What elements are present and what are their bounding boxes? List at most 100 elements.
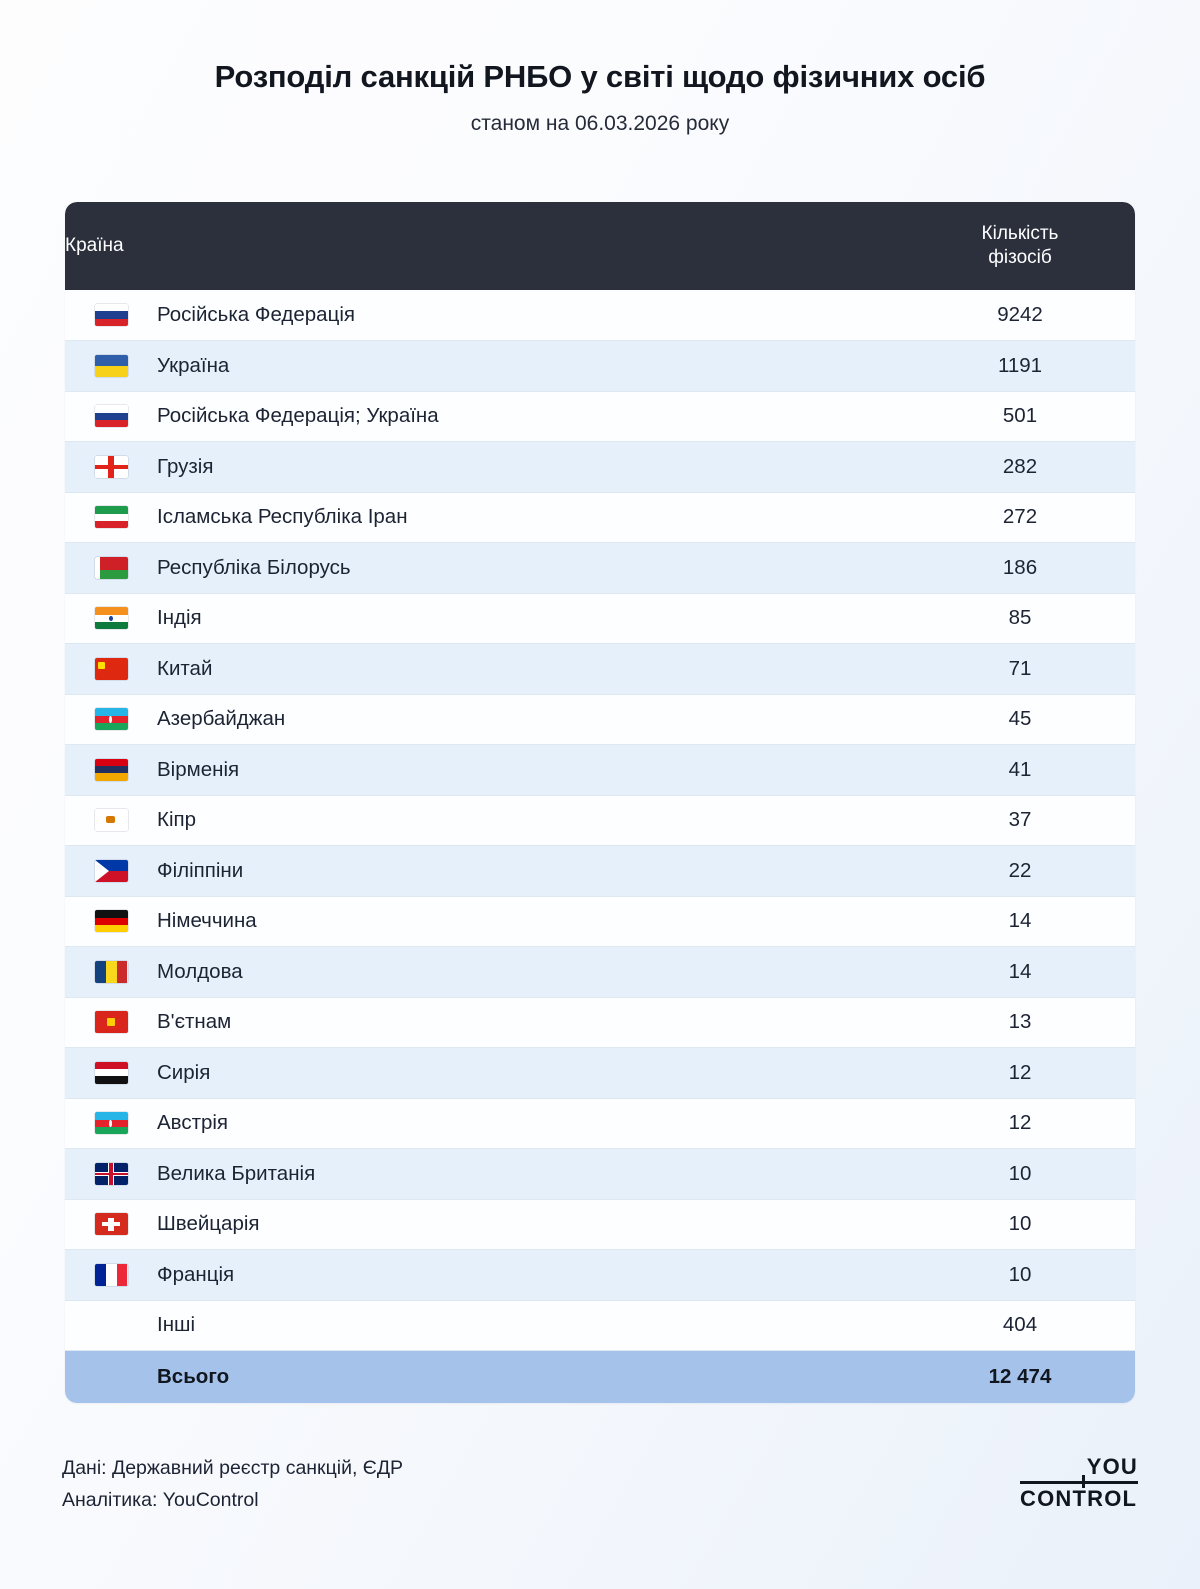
- logo-text-control: CONTROL: [1020, 1486, 1138, 1511]
- country-flag-cell: [65, 845, 157, 897]
- country-name-cell: Німеччина: [157, 896, 906, 947]
- count-value-cell: 10: [905, 1199, 1136, 1250]
- table-body: Російська Федерація 9242 Україна 1191 Російс…: [65, 290, 1136, 1403]
- count-value-cell: 404: [905, 1300, 1136, 1351]
- count-value-cell: 186: [905, 542, 1136, 594]
- table-header-row: Країна Кількість фізосіб: [65, 202, 1136, 290]
- country-name-cell: Азербайджан: [157, 694, 906, 745]
- country-flag-cell: [65, 946, 157, 998]
- country-name-cell: Велика Британія: [157, 1148, 906, 1200]
- logo-text-you: YOU: [1086, 1454, 1138, 1479]
- footer-source-lines: Дані: Державний реєстр санкцій, ЄДР Анал…: [62, 1452, 403, 1516]
- flag-moldova-icon: [94, 960, 128, 983]
- table-header: Країна Кількість фізосіб: [65, 202, 1136, 290]
- total-value: 12 474: [988, 1364, 1052, 1388]
- country-name-cell: Франція: [157, 1249, 906, 1301]
- column-header-count: Кількість фізосіб: [905, 202, 1136, 290]
- flag-switzerland-icon: [94, 1213, 128, 1236]
- youcontrol-logo: YOU CONTROL: [1020, 1456, 1138, 1510]
- country-flag-cell: [65, 1098, 157, 1149]
- count-value-cell: 45: [905, 694, 1136, 745]
- country-name-cell: Російська Федерація: [157, 290, 906, 341]
- column-header-count-line1: Кількість: [981, 222, 1059, 244]
- country-flag-cell: [65, 441, 157, 493]
- count-value-cell: 71: [905, 643, 1136, 695]
- table-row: Індія 85: [65, 593, 1136, 644]
- flag-syria-icon: [94, 1061, 128, 1084]
- country-flag-cell: [65, 643, 157, 695]
- count-value-cell: 10: [905, 1249, 1136, 1301]
- count-value-cell: 12: [905, 1047, 1136, 1099]
- country-flag-cell: [65, 492, 157, 543]
- flag-russia-icon: [94, 405, 128, 428]
- total-flag-cell: [65, 1351, 157, 1403]
- country-name-cell: Молдова: [157, 946, 906, 998]
- country-name-cell: Філіппіни: [157, 845, 906, 897]
- country-flag-cell: [65, 1249, 157, 1301]
- table-row: Російська Федерація; Україна 501: [65, 391, 1136, 442]
- country-name-cell: Республіка Білорусь: [157, 542, 906, 594]
- table-row: Швейцарія 10: [65, 1199, 1136, 1250]
- flag-georgia-icon: [94, 455, 128, 478]
- footer-analytics: Аналітика: YouControl: [62, 1489, 259, 1512]
- country-name-cell: Австрія: [157, 1098, 906, 1149]
- column-header-country: Країна: [65, 202, 906, 290]
- table-row: Азербайджан 45: [65, 694, 1136, 745]
- flag-russia-icon: [94, 304, 128, 326]
- flag-india-icon: [94, 607, 128, 630]
- logo-divider: [1020, 1481, 1138, 1484]
- table-row: Республіка Білорусь 186: [65, 542, 1136, 594]
- table-row: Сирія 12: [65, 1047, 1136, 1099]
- logo-t-stem: [1082, 1475, 1085, 1488]
- table-row: Велика Британія 10: [65, 1148, 1136, 1200]
- flag-ukraine-icon: [94, 354, 128, 377]
- flag-germany-icon: [94, 910, 128, 933]
- flag-iran-icon: [94, 506, 128, 529]
- country-name-cell: Кіпр: [157, 795, 906, 846]
- count-value-cell: 282: [905, 441, 1136, 493]
- country-name-cell: Російська Федерація; Україна: [157, 391, 906, 442]
- count-value-cell: 12: [905, 1098, 1136, 1149]
- country-name-cell: Ісламська Республіка Іран: [157, 492, 906, 543]
- flag-belarus-icon: [94, 556, 128, 579]
- flag-vietnam-icon: [94, 1011, 128, 1034]
- country-flag-cell: [65, 1199, 157, 1250]
- page-subtitle: станом на 06.03.2026 року: [470, 112, 730, 136]
- country-flag-cell: [65, 593, 157, 644]
- table-row: Вірменія 41: [65, 744, 1136, 796]
- country-flag-cell: [65, 1148, 157, 1200]
- flag-china-icon: [94, 657, 128, 680]
- count-value-cell: 10: [905, 1148, 1136, 1200]
- count-value-cell: 272: [905, 492, 1136, 543]
- flag-azerbaijan-icon: [94, 1112, 128, 1135]
- country-flag-cell: [65, 896, 157, 947]
- flag-france-icon: [94, 1263, 128, 1286]
- footer: Дані: Державний реєстр санкцій, ЄДР Анал…: [62, 1452, 1138, 1516]
- count-value-cell: 37: [905, 795, 1136, 846]
- count-value-cell: 9242: [905, 290, 1136, 341]
- count-value-cell: 14: [905, 896, 1136, 947]
- country-flag-cell: [65, 997, 157, 1048]
- country-name-cell: Україна: [157, 340, 906, 392]
- flag-philippines-icon: [94, 859, 128, 882]
- country-flag-cell: [65, 290, 157, 341]
- country-flag-cell: [65, 795, 157, 846]
- table-row: Франція 10: [65, 1249, 1136, 1301]
- flag-azerbaijan-icon: [94, 708, 128, 731]
- total-label: Всього: [157, 1364, 230, 1388]
- country-flag-cell: [65, 1047, 157, 1099]
- no-flag-icon: [95, 1314, 128, 1336]
- table-row: Російська Федерація 9242: [65, 290, 1136, 341]
- flag-armenia-icon: [94, 758, 128, 781]
- country-name-cell: В'єтнам: [157, 997, 906, 1048]
- country-flag-cell: [65, 542, 157, 594]
- count-value-cell: 501: [905, 391, 1136, 442]
- page-title: Розподіл санкцій РНБО у світі щодо фізич…: [214, 59, 986, 94]
- country-name-cell: Китай: [157, 643, 906, 695]
- country-flag-cell: [65, 340, 157, 392]
- table-row: Ісламська Республіка Іран 272: [65, 492, 1136, 543]
- table-row: Україна 1191: [65, 340, 1136, 392]
- table-row: Молдова 14: [65, 946, 1136, 998]
- sanctions-table: Країна Кількість фізосіб Російська Федер…: [65, 202, 1136, 1403]
- table-row: В'єтнам 13: [65, 997, 1136, 1048]
